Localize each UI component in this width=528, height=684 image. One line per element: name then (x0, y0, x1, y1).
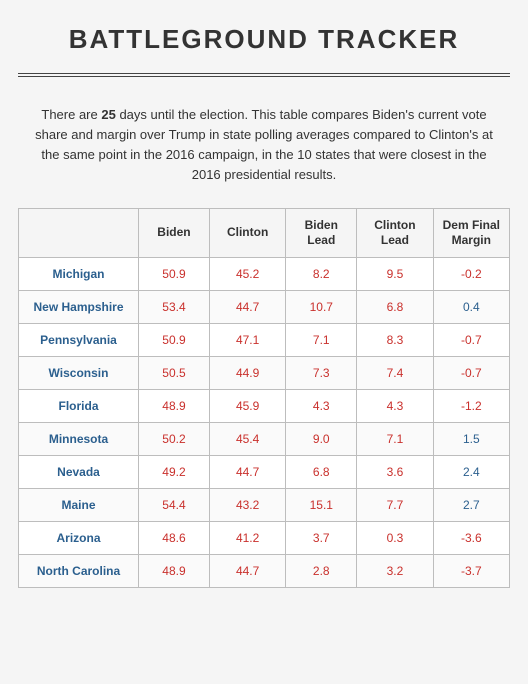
cell-dem-margin: 1.5 (433, 422, 509, 455)
cell-state: Michigan (19, 257, 139, 290)
cell-clinton-lead: 7.7 (357, 488, 433, 521)
cell-biden-lead: 2.8 (286, 554, 357, 587)
table-row: Michigan50.945.28.29.5-0.2 (19, 257, 510, 290)
table-row: Minnesota50.245.49.07.11.5 (19, 422, 510, 455)
cell-biden-lead: 4.3 (286, 389, 357, 422)
cell-dem-margin: -0.7 (433, 323, 509, 356)
table-row: Pennsylvania50.947.17.18.3-0.7 (19, 323, 510, 356)
cell-clinton-lead: 3.2 (357, 554, 433, 587)
cell-clinton: 43.2 (209, 488, 285, 521)
cell-state: New Hampshire (19, 290, 139, 323)
cell-state: Maine (19, 488, 139, 521)
title-divider (18, 73, 510, 77)
cell-biden: 54.4 (139, 488, 210, 521)
cell-clinton-lead: 3.6 (357, 455, 433, 488)
cell-dem-margin: -0.7 (433, 356, 509, 389)
table-row: Maine54.443.215.17.72.7 (19, 488, 510, 521)
cell-biden: 50.9 (139, 257, 210, 290)
col-clinton-lead: Clinton Lead (357, 208, 433, 257)
table-row: North Carolina48.944.72.83.2-3.7 (19, 554, 510, 587)
col-biden: Biden (139, 208, 210, 257)
cell-state: Minnesota (19, 422, 139, 455)
cell-state: Nevada (19, 455, 139, 488)
cell-biden: 48.9 (139, 554, 210, 587)
col-clinton: Clinton (209, 208, 285, 257)
cell-state: Florida (19, 389, 139, 422)
days-count: 25 (101, 107, 115, 122)
cell-clinton-lead: 7.1 (357, 422, 433, 455)
cell-state: Wisconsin (19, 356, 139, 389)
cell-biden-lead: 3.7 (286, 521, 357, 554)
cell-clinton-lead: 7.4 (357, 356, 433, 389)
table-row: Arizona48.641.23.70.3-3.6 (19, 521, 510, 554)
table-row: Nevada49.244.76.83.62.4 (19, 455, 510, 488)
cell-dem-margin: 2.7 (433, 488, 509, 521)
cell-biden-lead: 7.1 (286, 323, 357, 356)
cell-biden: 50.9 (139, 323, 210, 356)
page-container: BATTLEGROUND TRACKER There are 25 days u… (0, 0, 528, 612)
cell-biden: 49.2 (139, 455, 210, 488)
cell-clinton: 45.4 (209, 422, 285, 455)
cell-clinton: 45.9 (209, 389, 285, 422)
cell-dem-margin: 2.4 (433, 455, 509, 488)
table-row: Florida48.945.94.34.3-1.2 (19, 389, 510, 422)
cell-dem-margin: -3.6 (433, 521, 509, 554)
page-title: BATTLEGROUND TRACKER (18, 24, 510, 55)
cell-clinton: 41.2 (209, 521, 285, 554)
cell-dem-margin: -1.2 (433, 389, 509, 422)
col-dem-margin: Dem Final Margin (433, 208, 509, 257)
table-body: Michigan50.945.28.29.5-0.2New Hampshire5… (19, 257, 510, 587)
cell-dem-margin: -3.7 (433, 554, 509, 587)
cell-clinton: 45.2 (209, 257, 285, 290)
cell-clinton-lead: 8.3 (357, 323, 433, 356)
cell-dem-margin: -0.2 (433, 257, 509, 290)
cell-biden: 50.2 (139, 422, 210, 455)
cell-clinton: 44.7 (209, 290, 285, 323)
cell-clinton: 47.1 (209, 323, 285, 356)
cell-state: Arizona (19, 521, 139, 554)
table-row: New Hampshire53.444.710.76.80.4 (19, 290, 510, 323)
cell-clinton-lead: 4.3 (357, 389, 433, 422)
cell-dem-margin: 0.4 (433, 290, 509, 323)
cell-clinton-lead: 6.8 (357, 290, 433, 323)
cell-biden-lead: 7.3 (286, 356, 357, 389)
col-state (19, 208, 139, 257)
intro-part1: There are (41, 107, 101, 122)
cell-clinton: 44.7 (209, 554, 285, 587)
cell-biden-lead: 6.8 (286, 455, 357, 488)
cell-state: North Carolina (19, 554, 139, 587)
intro-text: There are 25 days until the election. Th… (26, 105, 502, 186)
cell-biden-lead: 9.0 (286, 422, 357, 455)
battleground-table: Biden Clinton Biden Lead Clinton Lead De… (18, 208, 510, 588)
col-biden-lead: Biden Lead (286, 208, 357, 257)
header-row: Biden Clinton Biden Lead Clinton Lead De… (19, 208, 510, 257)
cell-biden: 48.6 (139, 521, 210, 554)
cell-clinton-lead: 9.5 (357, 257, 433, 290)
table-row: Wisconsin50.544.97.37.4-0.7 (19, 356, 510, 389)
cell-clinton-lead: 0.3 (357, 521, 433, 554)
cell-biden: 50.5 (139, 356, 210, 389)
cell-biden: 53.4 (139, 290, 210, 323)
cell-state: Pennsylvania (19, 323, 139, 356)
cell-biden-lead: 8.2 (286, 257, 357, 290)
cell-biden: 48.9 (139, 389, 210, 422)
cell-biden-lead: 15.1 (286, 488, 357, 521)
cell-clinton: 44.9 (209, 356, 285, 389)
cell-clinton: 44.7 (209, 455, 285, 488)
cell-biden-lead: 10.7 (286, 290, 357, 323)
